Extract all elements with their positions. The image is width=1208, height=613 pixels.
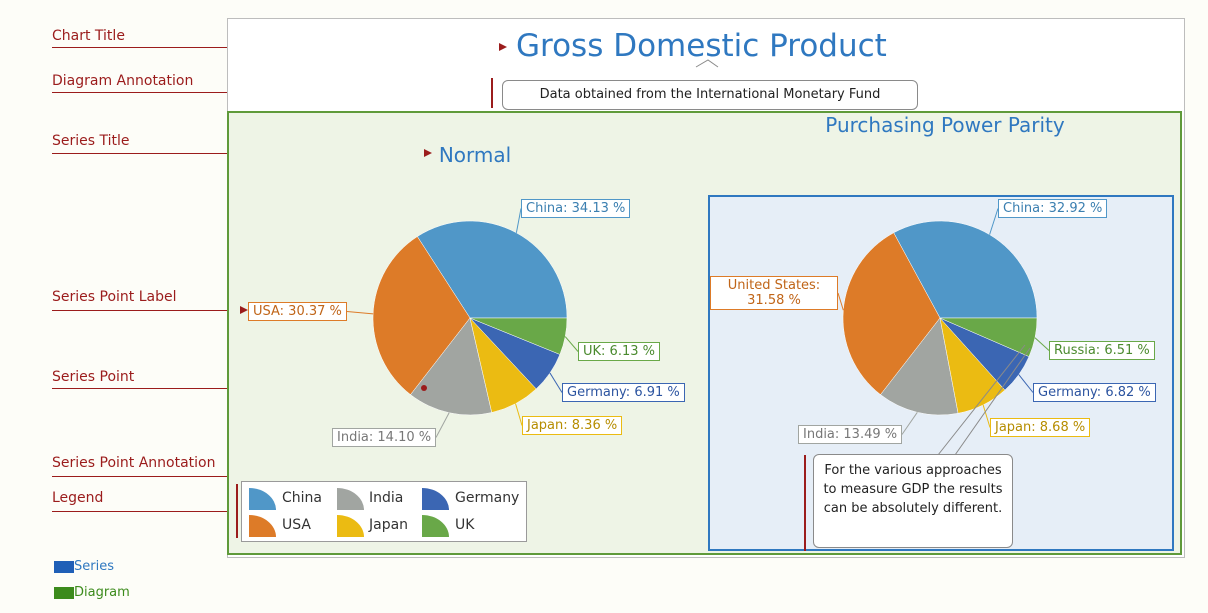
leader-line-usa-normal [346, 311, 374, 315]
callout-diagram-annotation: Diagram Annotation [52, 73, 194, 89]
legend-label-usa: USA [282, 517, 311, 533]
point-label-japan-normal: Japan: 8.36 % [522, 416, 623, 435]
legend-swatch-usa [249, 515, 276, 537]
point-label-usa-normal: USA: 30.37 % [248, 302, 347, 321]
callout-legend: Legend [52, 490, 104, 506]
leader-line-india-normal [435, 412, 450, 438]
point-label-russia-ppp: Russia: 6.51 % [1049, 341, 1155, 360]
legend-label-india: India [369, 490, 404, 506]
point-label-uk-normal: UK: 6.13 % [578, 342, 660, 361]
callout-series-title: Series Title [52, 133, 130, 149]
series-point-annotation: For the various approaches to measure GD… [813, 454, 1013, 548]
legend-swatch-india [337, 488, 364, 510]
point-annotation-pointer-b [954, 347, 1031, 456]
point-label-china-ppp: China: 32.92 % [998, 199, 1108, 218]
point-label-india-normal: India: 14.10 % [332, 428, 437, 447]
diagram-annotation: Data obtained from the International Mon… [502, 80, 918, 110]
legend-label-germany: Germany [455, 490, 520, 506]
pie-slice-india-ppp [880, 317, 959, 416]
pie-slice-usa-normal [372, 236, 471, 395]
legend-swatch-japan [337, 515, 364, 537]
key-diagram-label: Diagram [74, 585, 130, 600]
point-label-germany-normal: Germany: 6.91 % [562, 383, 685, 402]
point-label-india-ppp: India: 13.49 % [798, 425, 903, 444]
callout-series-point-label: Series Point Label [52, 289, 177, 305]
key-diagram: Diagram [54, 585, 130, 600]
point-label-china-normal: China: 34.13 % [521, 199, 631, 218]
series-title-ppp: Purchasing Power Parity [825, 113, 1065, 137]
leader-line-germany-ppp [1018, 374, 1034, 393]
callout-series-point: Series Point [52, 369, 135, 385]
legend-swatch-germany [422, 488, 449, 510]
legend-swatch-uk [422, 515, 449, 537]
arrow-chart-title [499, 43, 507, 51]
leader-line-germany-normal [549, 372, 563, 393]
arrow-series-point-label [240, 306, 248, 314]
point-label-japan-ppp: Japan: 8.68 % [990, 418, 1091, 437]
leader-line-india-ppp [901, 412, 918, 435]
key-series-label: Series [74, 559, 114, 574]
point-label-us-ppp: United States: 31.58 % [710, 276, 838, 310]
callout-series-point-annotation: Series Point Annotation [52, 455, 216, 471]
series-title-normal: Normal [438, 143, 512, 167]
key-diagram-swatch [54, 587, 74, 599]
pie-ppp [842, 220, 1038, 416]
legend-label-china: China [282, 490, 322, 506]
key-series: Series [54, 559, 114, 574]
point-annotation-pointer-a [937, 344, 1026, 456]
key-series-swatch [54, 561, 74, 573]
leader-line-japan-ppp [982, 404, 991, 428]
pie-normal [372, 220, 568, 416]
callout-chart-title: Chart Title [52, 28, 125, 44]
leader-line-japan-normal [515, 403, 523, 426]
legend-label-uk: UK [455, 517, 475, 533]
pie-slice-russia-ppp [939, 317, 1038, 357]
callout-series-point-label-line [52, 310, 242, 311]
pie-slice-uk-normal [469, 317, 568, 355]
legend-label-japan: Japan [369, 517, 409, 533]
pie-slice-india-normal [410, 317, 493, 416]
leader-line-uk-normal [564, 336, 579, 352]
point-label-germany-ppp: Germany: 6.82 % [1033, 383, 1156, 402]
marker-series-point [421, 385, 427, 391]
leader-line-china-ppp [989, 208, 999, 235]
leader-line-russia-ppp [1034, 337, 1050, 351]
pie-slice-china-ppp [893, 220, 1038, 319]
arrow-series-title [424, 149, 432, 157]
legend: China India Germany USA Japan UK [241, 481, 527, 542]
annotation-pointer [695, 59, 719, 68]
legend-swatch-china [249, 488, 276, 510]
leader-line-united-states-ppp [837, 292, 844, 311]
leader-line-china-normal [515, 208, 522, 233]
chart-title: Gross Domestic Product [516, 28, 887, 64]
callout-legend-line [52, 511, 238, 512]
label-leader-lines [346, 208, 1050, 438]
